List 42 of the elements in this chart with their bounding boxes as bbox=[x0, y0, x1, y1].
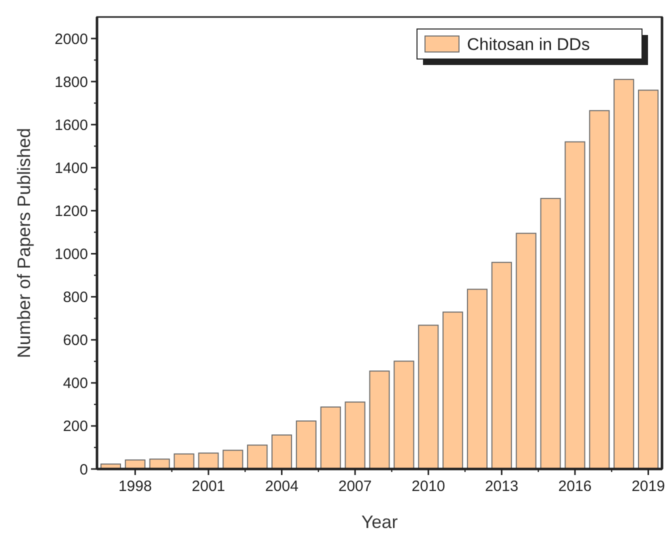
bar bbox=[222, 450, 244, 470]
y-tick-label: 2000 bbox=[54, 30, 88, 48]
y-tick-label: 1600 bbox=[54, 116, 88, 134]
y-tick-label: 1000 bbox=[54, 246, 88, 264]
y-tick-label: 1800 bbox=[54, 74, 88, 91]
y-tick-label: 1200 bbox=[54, 202, 88, 220]
legend-label: Chitosan in DDs bbox=[467, 34, 590, 54]
bar bbox=[418, 324, 439, 470]
y-tick-label: 800 bbox=[62, 289, 88, 306]
bar bbox=[442, 312, 464, 470]
bar bbox=[247, 444, 268, 470]
y-tick-label: 200 bbox=[62, 418, 88, 436]
bar bbox=[344, 402, 366, 470]
bar bbox=[491, 262, 512, 470]
x-tick-label: 2019 bbox=[632, 478, 665, 495]
x-axis-title: Year bbox=[361, 512, 398, 532]
x-tick-label: 2010 bbox=[412, 478, 446, 495]
y-axis-title: Number of Papers Published bbox=[14, 128, 34, 358]
y-tick-label: 600 bbox=[62, 332, 88, 350]
bar bbox=[564, 141, 586, 470]
bar bbox=[540, 198, 561, 470]
y-tick-label: 400 bbox=[62, 375, 88, 392]
bar bbox=[369, 370, 390, 470]
bar bbox=[320, 406, 341, 470]
bar bbox=[394, 360, 414, 470]
bar bbox=[174, 453, 194, 470]
y-tick-label: 0 bbox=[80, 461, 88, 478]
bar bbox=[271, 434, 292, 470]
x-tick-label: 1998 bbox=[118, 478, 152, 495]
bar bbox=[638, 90, 659, 470]
bar bbox=[198, 452, 219, 470]
x-tick-label: 2016 bbox=[558, 478, 592, 495]
bar bbox=[296, 420, 316, 470]
bar bbox=[516, 232, 536, 470]
x-tick-label: 2007 bbox=[338, 478, 372, 495]
bar bbox=[589, 110, 610, 470]
x-tick-label: 2001 bbox=[192, 478, 226, 495]
x-tick-label: 2013 bbox=[484, 478, 518, 495]
bar bbox=[466, 288, 488, 470]
x-tick-label: 2004 bbox=[265, 478, 298, 495]
y-tick-label: 1400 bbox=[54, 160, 88, 177]
bar bbox=[614, 78, 634, 470]
